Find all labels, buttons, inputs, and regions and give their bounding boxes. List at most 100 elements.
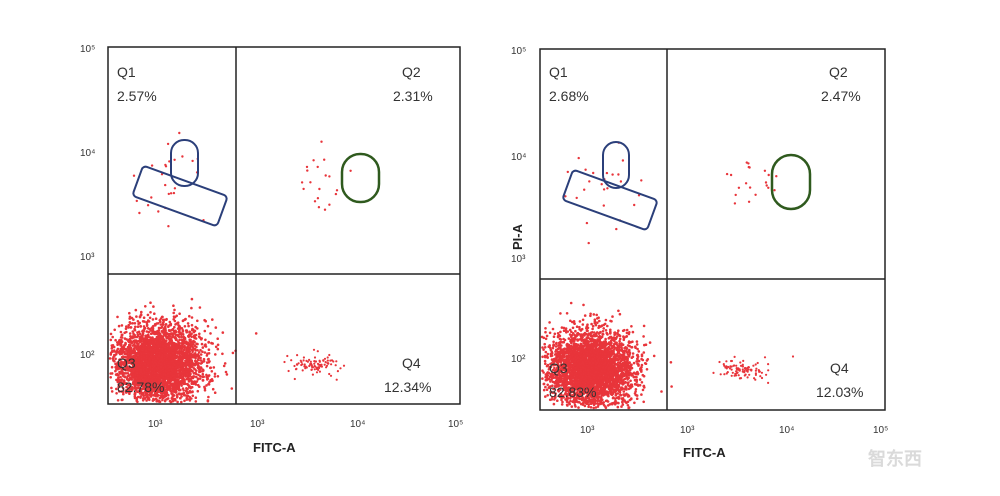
data-point (203, 386, 206, 389)
data-point (206, 365, 209, 368)
data-point (169, 384, 172, 387)
data-point (191, 298, 194, 301)
data-point (129, 335, 132, 338)
data-point (185, 387, 188, 390)
data-point (183, 382, 186, 385)
data-point (176, 396, 179, 399)
data-point (111, 336, 114, 339)
data-point (185, 353, 188, 356)
data-point (122, 374, 125, 377)
data-point (640, 393, 643, 396)
data-point (168, 193, 170, 195)
data-point (142, 347, 145, 350)
data-point (296, 354, 298, 356)
data-point (125, 327, 128, 330)
data-point (137, 325, 140, 328)
data-point (643, 325, 646, 328)
data-point (175, 331, 178, 334)
data-point (111, 372, 114, 375)
data-point (653, 355, 656, 358)
data-point (290, 359, 292, 361)
data-point (183, 338, 186, 341)
data-point (208, 361, 211, 364)
data-point (196, 327, 199, 330)
data-point (183, 371, 186, 374)
data-point (199, 375, 202, 378)
data-point (173, 355, 176, 358)
data-point (217, 348, 220, 351)
data-point (109, 357, 112, 360)
data-point (161, 399, 164, 402)
data-point (576, 325, 579, 328)
data-point (154, 372, 157, 375)
data-point (210, 342, 213, 345)
data-point (190, 307, 193, 310)
data-point (638, 350, 641, 353)
data-point (161, 348, 164, 351)
quadrant-q4-percent-left: 12.34% (384, 379, 431, 395)
data-point (171, 360, 174, 363)
data-point (130, 349, 133, 352)
data-point (161, 326, 164, 329)
data-point (199, 306, 202, 309)
data-point (195, 400, 198, 403)
data-point (146, 365, 149, 368)
data-point (165, 384, 168, 387)
data-point (327, 360, 329, 362)
data-point (193, 380, 196, 383)
data-point (142, 397, 145, 400)
data-point (221, 353, 224, 356)
data-point (337, 370, 339, 372)
data-point (189, 373, 192, 376)
data-point (172, 312, 175, 315)
data-point (171, 393, 174, 396)
data-point (159, 341, 162, 344)
data-point (148, 341, 151, 344)
data-point (180, 401, 183, 404)
data-point (118, 371, 121, 374)
data-point (172, 375, 175, 378)
data-point (633, 402, 636, 405)
data-point (217, 375, 220, 378)
data-point (155, 317, 158, 320)
data-point (151, 361, 154, 364)
data-point (605, 329, 608, 332)
data-point (191, 391, 194, 394)
data-point (180, 384, 183, 387)
data-point (129, 332, 132, 335)
data-point (160, 363, 163, 366)
data-point (160, 369, 163, 372)
data-point (195, 373, 198, 376)
data-point (151, 341, 154, 344)
data-point (207, 399, 210, 402)
data-point (207, 341, 210, 344)
data-point (168, 369, 171, 372)
data-point (641, 381, 644, 384)
data-point (547, 353, 550, 356)
data-point (169, 379, 172, 382)
data-point (544, 346, 547, 349)
data-point (626, 329, 629, 332)
data-point (162, 373, 165, 376)
data-point (176, 401, 179, 404)
data-point (135, 400, 138, 403)
data-point (208, 381, 211, 384)
data-point (153, 350, 156, 353)
data-point (187, 325, 190, 328)
data-point (169, 400, 172, 403)
data-point (135, 315, 138, 318)
data-point (166, 333, 169, 336)
data-point (206, 354, 209, 357)
data-point (158, 355, 161, 358)
data-point (183, 378, 186, 381)
data-point (543, 389, 546, 392)
data-point (110, 339, 113, 342)
data-point (649, 341, 652, 344)
data-point (198, 365, 201, 368)
data-point (172, 335, 175, 338)
data-point (205, 384, 208, 387)
data-point (184, 325, 187, 328)
data-point (222, 331, 225, 334)
data-point (312, 374, 314, 376)
data-point (308, 365, 310, 367)
